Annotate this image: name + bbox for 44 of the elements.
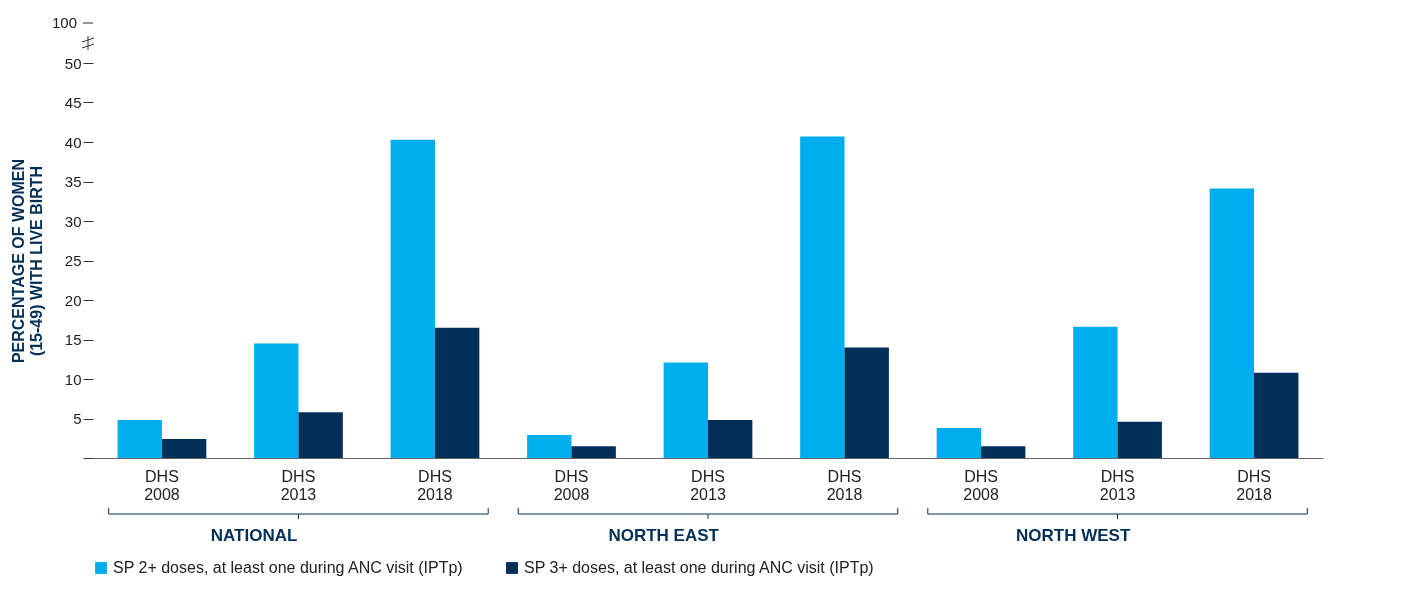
x-tick-label: DHS 2008 (144, 467, 180, 503)
x-tick-label: DHS 2018 (1236, 467, 1272, 503)
bar (800, 136, 845, 458)
x-tick-label: DHS 2013 (690, 467, 726, 503)
bar (298, 412, 343, 458)
bar (434, 327, 480, 458)
y-tick-label: 25 (64, 252, 82, 269)
bar (663, 362, 708, 458)
bar (981, 446, 1026, 458)
bar (844, 347, 889, 458)
bar (117, 420, 162, 458)
bar (161, 439, 207, 458)
y-tick-label: 50 (64, 54, 82, 72)
text: NATIONAL (210, 526, 298, 545)
bar (1209, 188, 1255, 458)
text: NORTH EAST (608, 526, 720, 545)
bar (254, 343, 299, 458)
y-tick-label: 5 (73, 410, 82, 427)
y-tick-label: 35 (64, 173, 82, 190)
y-axis-title: PERCENTAGE OF WOMEN (15-49) WITH LIVE BIRTH (9, 158, 45, 364)
legend-label: SP 2+ doses, at least one during ANC visit (IPTp) (113, 559, 463, 576)
x-tick-label: DHS 2013 (1099, 467, 1136, 503)
bar (1254, 372, 1299, 458)
bar (1073, 326, 1118, 458)
y-tick-label: 20 (64, 291, 82, 309)
y-tick-label: 30 (64, 212, 82, 230)
text: 100 (51, 14, 77, 31)
x-tick-label: DHS 2018 (417, 467, 453, 503)
y-tick-label: 45 (64, 94, 82, 111)
bar (708, 420, 753, 458)
y-tick-label: 40 (64, 133, 82, 151)
bar (527, 435, 572, 458)
bar (1117, 421, 1162, 458)
x-tick-label: DHS 2013 (280, 467, 317, 503)
text: NORTH WEST (1016, 526, 1131, 545)
y-tick-label: 15 (64, 331, 82, 348)
x-tick-label: DHS 2008 (963, 467, 999, 503)
x-tick-label: DHS 2008 (553, 467, 590, 503)
bar (390, 139, 435, 458)
y-tick-label: 10 (64, 370, 82, 388)
x-tick-label: DHS 2018 (826, 467, 863, 503)
bar (571, 446, 616, 458)
bar (936, 427, 982, 458)
legend-label: SP 3+ doses, at least one during ANC visit (IPTp) (524, 559, 874, 576)
